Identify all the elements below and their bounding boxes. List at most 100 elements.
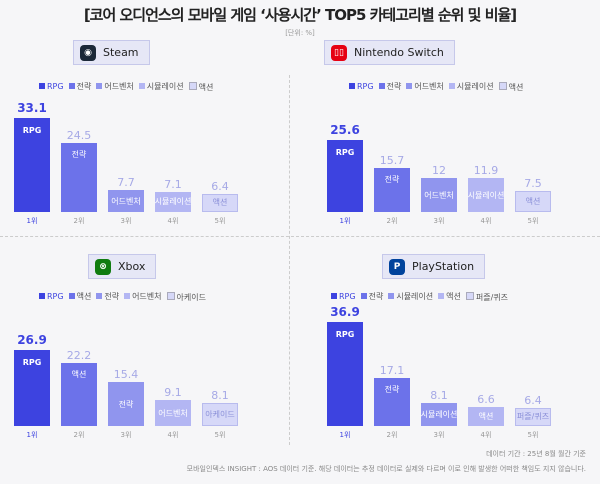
legend-item: RPG	[331, 292, 356, 303]
bar-label: 액션	[478, 412, 494, 422]
bar-label: 어드벤처	[158, 408, 188, 418]
legend-item: 전략	[68, 82, 91, 93]
bar: 시뮬레이션	[468, 178, 504, 212]
legend-swatch	[498, 82, 507, 90]
nintendo-switch-icon: ▯▯	[331, 44, 347, 61]
platform-name: Nintendo Switch	[354, 46, 444, 59]
bar: 어드벤처	[108, 190, 144, 212]
value-label: 7.7	[117, 176, 135, 190]
playstation-icon: P	[389, 258, 405, 275]
legend-label: 전략	[386, 82, 402, 91]
rank-label: 4위	[480, 217, 492, 225]
rank-label: 5위	[527, 431, 539, 439]
value-label: 25.6	[330, 122, 360, 137]
platform-name: Steam	[103, 46, 139, 59]
platform-badge: ▯▯ Nintendo Switch	[324, 40, 455, 65]
legend-item: 시뮬레이션	[138, 82, 184, 93]
legend-item: RPG	[39, 292, 64, 303]
bar-label: 전략	[118, 399, 134, 409]
rank-label: 4위	[167, 217, 179, 225]
legend-item: 어드벤처	[124, 292, 162, 303]
bar: 전략	[374, 167, 410, 212]
bar-label: 시뮬레이션	[420, 410, 458, 420]
bar-label: 전략	[384, 384, 400, 394]
legend-swatch	[138, 83, 145, 89]
legend-swatch	[349, 83, 355, 89]
rank-label: 3위	[433, 431, 445, 439]
platform-badge: ⊗ Xbox	[88, 254, 157, 279]
bar: 시뮬레이션	[421, 403, 457, 426]
bar: RPG	[327, 139, 363, 212]
page-title: [코어 오디언스의 모바일 게임 ‘사용시간’ TOP5 카테고리별 순위 및 …	[83, 6, 517, 24]
platform-name: PlayStation	[412, 260, 475, 273]
legend-label: 전략	[368, 292, 384, 301]
legend-label: 시뮬레이션	[456, 82, 494, 91]
legend-swatch	[166, 292, 175, 300]
bar-label: 어드벤처	[424, 190, 454, 200]
rank-label: 1위	[26, 431, 38, 439]
bar: 액션	[61, 363, 97, 426]
legend-swatch	[331, 293, 337, 299]
legend-swatch	[465, 292, 474, 300]
bar-label: RPG	[22, 357, 42, 367]
bar-label: 퍼즐/퀴즈	[516, 412, 550, 422]
divider	[289, 75, 290, 445]
chart-panel-steam: ◉ Steam RPG 전략 어드벤처 시뮬레이션 액션 RPG 33.1 1위 전략 24.5 2위 어…	[14, 40, 304, 240]
legend-swatch	[68, 293, 75, 299]
legend-swatch	[438, 293, 445, 299]
value-label: 12	[432, 164, 446, 178]
unit-label: [단위: %]	[285, 29, 315, 37]
legend-label: 시뮬레이션	[146, 82, 184, 91]
bar-label: 시뮬레이션	[467, 190, 505, 200]
rank-label: 3위	[120, 431, 132, 439]
bar-label: 액션	[212, 198, 228, 208]
legend-label: 액션	[508, 83, 524, 92]
legend-swatch	[406, 83, 413, 89]
steam-icon: ◉	[80, 44, 96, 61]
rank-label: 2위	[386, 431, 398, 439]
legend-swatch	[378, 83, 385, 89]
bar: RPG	[327, 321, 363, 426]
bar: 전략	[61, 142, 97, 212]
rank-label: 3위	[120, 217, 132, 225]
chart-panel-nintendo-switch: ▯▯ Nintendo Switch RPG 전략 어드벤처 시뮬레이션 액션 RPG 25.6…	[324, 40, 600, 240]
bar: 액션	[468, 407, 504, 426]
legend-label: 액션	[76, 292, 92, 301]
legend-label: 액션	[446, 292, 461, 301]
legend: RPG 전략 어드벤처 시뮬레이션 액션	[39, 82, 213, 93]
footer-disclaimer: 모바일인덱스 INSIGHT : AOS 데이터 기준. 해당 데이터는 추정 …	[186, 465, 586, 473]
platform-badge: ◉ Steam	[73, 40, 150, 65]
legend-item: 시뮬레이션	[448, 82, 494, 93]
legend-swatch	[68, 83, 75, 89]
value-label: 33.1	[17, 101, 47, 116]
bar: 아케이드	[202, 403, 238, 426]
bar-label: 어드벤처	[111, 196, 141, 206]
rank-label: 2위	[73, 217, 85, 225]
bar: 전략	[108, 382, 144, 426]
platform-name: Xbox	[118, 260, 146, 273]
chart-panel-playstation: P PlayStation RPG 전략 시뮬레이션 액션 퍼즐/퀴즈 RPG 36.9 1위 전략…	[327, 254, 600, 454]
value-label: 7.5	[524, 176, 542, 190]
value-label: 6.4	[524, 393, 542, 407]
bar-label: RPG	[335, 147, 355, 157]
legend-swatch	[124, 293, 131, 299]
legend-item: 전략	[360, 292, 384, 303]
value-label: 8.1	[211, 389, 229, 403]
bar-label: RPG	[335, 329, 355, 339]
value-label: 17.1	[379, 363, 405, 377]
bar-label: 액션	[525, 196, 541, 206]
legend-item: 액션	[498, 82, 524, 93]
legend-item: 액션	[68, 292, 92, 303]
divider	[0, 236, 600, 237]
rank-label: 3위	[433, 217, 445, 225]
value-label: 6.4	[211, 179, 229, 193]
value-label: 15.4	[113, 368, 139, 382]
bar-label: 액션	[71, 370, 87, 380]
legend-label: RPG	[47, 292, 64, 301]
bar: 퍼즐/퀴즈	[515, 407, 551, 426]
legend-label: 시뮬레이션	[396, 292, 434, 301]
legend-item: 아케이드	[166, 292, 206, 303]
bar: 액션	[515, 190, 551, 212]
legend-label: 아케이드	[176, 293, 206, 302]
rank-label: 1위	[26, 217, 38, 225]
